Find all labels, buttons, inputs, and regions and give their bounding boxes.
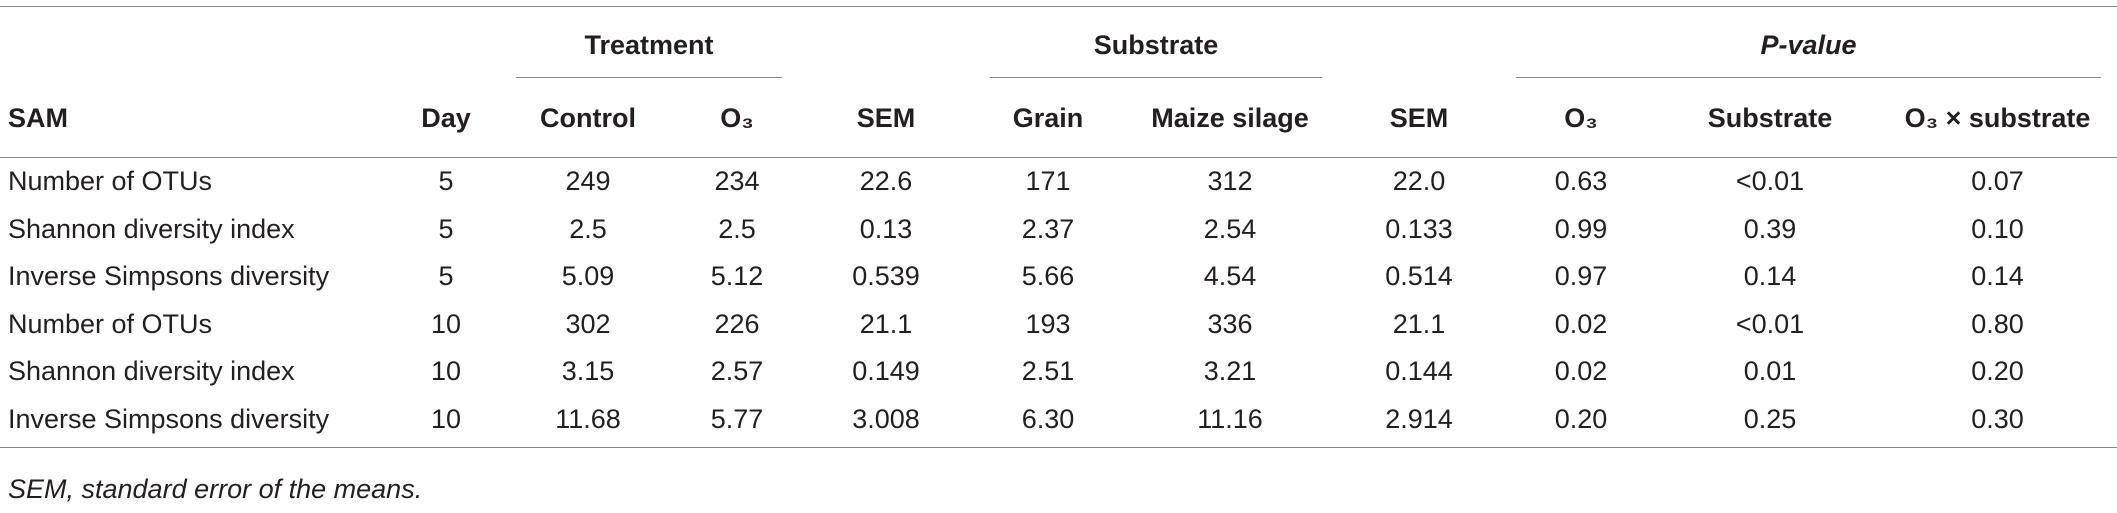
cell: 3.21	[1203, 356, 1257, 387]
cell: 10	[430, 308, 462, 339]
cell: 0.80	[1971, 308, 2024, 339]
column-header: SEM	[798, 79, 975, 158]
group-header: P-value	[1516, 30, 2102, 78]
column-header: Day	[392, 79, 500, 158]
cell: 5	[438, 166, 454, 197]
column-header: Substrate	[1662, 79, 1879, 158]
cell: 3.15	[561, 356, 615, 387]
cell: 0.539	[852, 261, 920, 292]
cell: 2.37	[1021, 213, 1075, 244]
column-header-row: SAM Day Control O₃ SEM Grain Maize silage SEM O₃…	[0, 79, 2117, 158]
cell: 5.12	[710, 261, 764, 292]
group-header-row: Treatment Substrate P-value	[0, 6, 2117, 80]
cell: 5	[438, 213, 454, 244]
table-row: Shannon diversity index 10 3.15 2.57 0.149 2.…	[0, 348, 2117, 396]
cell: 3.008	[798, 395, 975, 448]
column-header: O₃ × substrate	[1878, 79, 2117, 158]
cell: 11.68	[500, 395, 676, 448]
cell: 0.01	[1743, 356, 1797, 387]
cell: 0.02	[1554, 308, 1608, 339]
cell: 226	[714, 308, 760, 339]
row-label: Shannon diversity index	[8, 213, 295, 244]
cell: 249	[565, 166, 611, 197]
cell: 0.07	[1971, 166, 2024, 197]
cell: 5.77	[676, 395, 799, 448]
row-label: Shannon diversity index	[8, 356, 295, 387]
cell: 0.20	[1971, 356, 2024, 387]
cell: 0.14	[1743, 261, 1797, 292]
cell: <0.01	[1735, 166, 1805, 197]
cell: 10	[392, 395, 500, 448]
cell: 0.97	[1554, 261, 1608, 292]
cell: 0.144	[1385, 356, 1453, 387]
row-label: Inverse Simpsons diversity	[8, 261, 330, 292]
cell: 0.149	[852, 356, 920, 387]
column-header: O₃	[1500, 79, 1663, 158]
column-header: SEM	[1338, 79, 1501, 158]
group-header: Substrate	[990, 30, 1323, 78]
cell: 22.6	[859, 166, 913, 197]
cell: 5.66	[1021, 261, 1075, 292]
cell: 0.39	[1743, 213, 1797, 244]
cell: 10	[430, 356, 462, 387]
cell: 2.54	[1203, 213, 1257, 244]
footnote: SEM, standard error of the means.	[8, 474, 423, 504]
cell: 11.16	[1122, 395, 1339, 448]
cell: 0.514	[1385, 261, 1453, 292]
cell: 0.99	[1554, 213, 1608, 244]
column-header: SAM	[0, 79, 392, 158]
cell: 2.51	[1021, 356, 1075, 387]
cell: <0.01	[1735, 308, 1805, 339]
table-row: Inverse Simpsons diversity 5 5.09 5.12 0.539…	[0, 253, 2117, 301]
cell: 302	[565, 308, 611, 339]
cell: 193	[1025, 308, 1071, 339]
group-header: Treatment	[516, 30, 783, 78]
cell: 0.20	[1500, 395, 1663, 448]
cell: 2.5	[718, 213, 756, 244]
cell: 0.02	[1554, 356, 1608, 387]
cell: 171	[1025, 166, 1071, 197]
row-label: Inverse Simpsons diversity	[0, 395, 392, 448]
table-row: Number of OTUs 10 302 226 21.1 193 336 21.1 0.02…	[0, 301, 2117, 349]
cell: 0.63	[1554, 166, 1608, 197]
cell: 21.1	[859, 308, 913, 339]
cell: 312	[1207, 166, 1253, 197]
cell: 5.09	[561, 261, 615, 292]
column-header: Grain	[974, 79, 1123, 158]
table-row: Inverse Simpsons diversity 10 11.68 5.77 3.0…	[0, 395, 2117, 448]
cell: 0.13	[859, 213, 913, 244]
column-header: O₃	[676, 79, 799, 158]
data-table: Treatment Substrate P-value SAM Day Contro…	[0, 6, 2117, 448]
row-label: Number of OTUs	[8, 308, 213, 339]
table-body: Number of OTUs 5 249 234 22.6 171 312 22.0 0.63 <…	[0, 158, 2117, 448]
table-row: Number of OTUs 5 249 234 22.6 171 312 22.0 0.63 <…	[0, 158, 2117, 206]
cell: 22.0	[1392, 166, 1446, 197]
column-header: Control	[500, 79, 676, 158]
cell: 6.30	[974, 395, 1123, 448]
column-header: Maize silage	[1122, 79, 1339, 158]
cell: 2.5	[569, 213, 607, 244]
cell: 0.25	[1662, 395, 1879, 448]
cell: 2.914	[1338, 395, 1501, 448]
table-row: Shannon diversity index 5 2.5 2.5 0.13 2.37 2.…	[0, 206, 2117, 254]
cell: 234	[714, 166, 760, 197]
cell: 0.10	[1971, 213, 2024, 244]
cell: 0.133	[1385, 213, 1453, 244]
cell: 5	[438, 261, 454, 292]
cell: 4.54	[1203, 261, 1257, 292]
cell: 2.57	[710, 356, 764, 387]
cell: 21.1	[1392, 308, 1446, 339]
cell: 336	[1207, 308, 1253, 339]
cell: 0.30	[1878, 395, 2117, 448]
row-label: Number of OTUs	[8, 166, 213, 197]
cell: 0.14	[1971, 261, 2024, 292]
